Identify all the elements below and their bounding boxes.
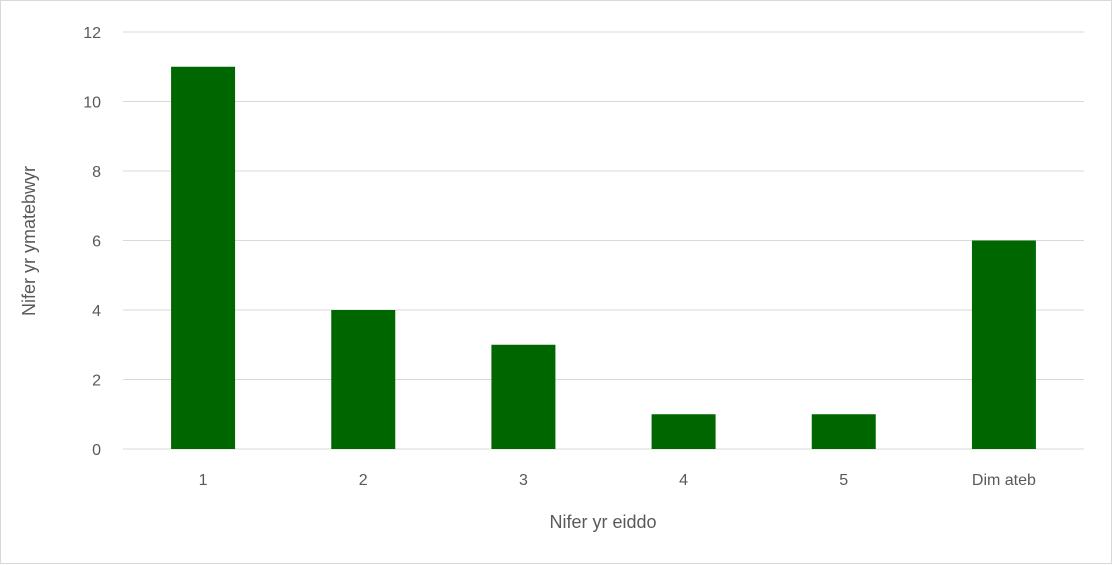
x-tick-label: Dim ateb: [972, 472, 1036, 489]
x-tick-label: 3: [519, 472, 528, 489]
y-tick-label: 6: [92, 234, 101, 251]
x-axis-ticks: 1 2 3 4 5 Dim ateb: [199, 472, 1036, 489]
bar-3: [491, 344, 556, 449]
x-axis-title: Nifer yr eiddo: [549, 512, 656, 532]
y-tick-label: 0: [92, 442, 101, 459]
y-tick-label: 4: [92, 303, 101, 320]
x-tick-label: 4: [679, 472, 688, 489]
bar-5: [811, 414, 876, 449]
x-tick-label: 5: [839, 472, 848, 489]
x-tick-label: 2: [359, 472, 368, 489]
bar-1: [171, 66, 236, 449]
x-tick-label: 1: [199, 472, 208, 489]
gridlines: [123, 31, 1084, 450]
y-tick-label: 8: [92, 164, 101, 181]
y-tick-label: 10: [83, 95, 101, 112]
y-tick-label: 12: [83, 25, 101, 42]
bar-2: [331, 310, 396, 449]
bar-4: [651, 414, 716, 449]
bar-dim-ateb: [971, 240, 1036, 449]
bars: [171, 66, 1036, 449]
y-axis-title: Nifer yr ymatebwyr: [19, 166, 39, 316]
y-axis-ticks: 0 2 4 6 8 10 12: [83, 25, 101, 459]
y-tick-label: 2: [92, 373, 101, 390]
